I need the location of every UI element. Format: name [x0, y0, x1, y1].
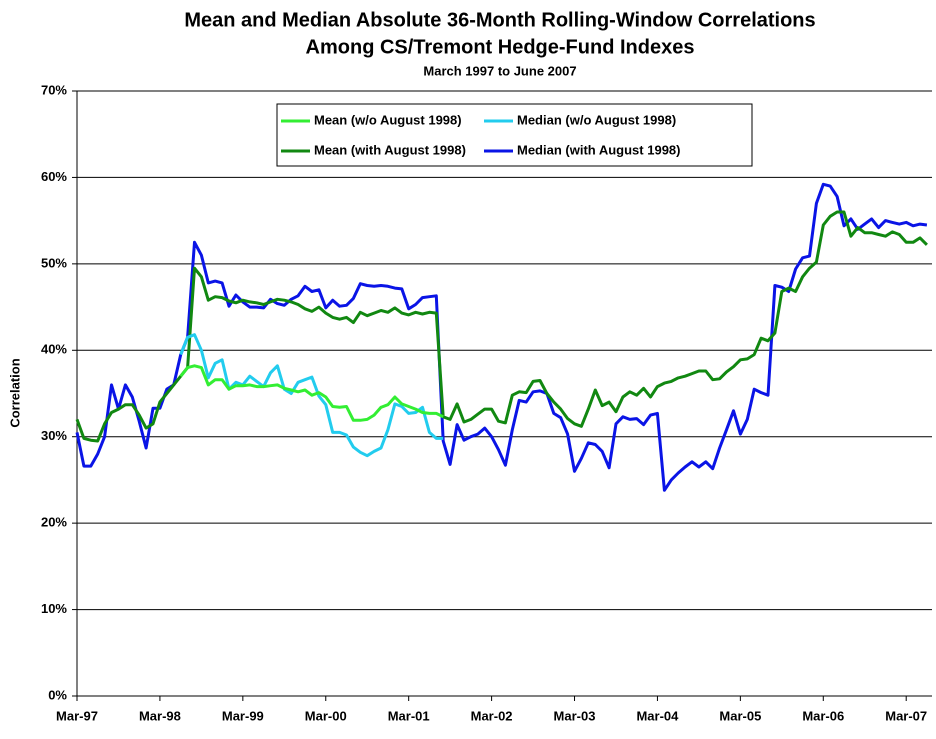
legend-label: Median (w/o August 1998): [517, 112, 676, 127]
x-tick-label: Mar-98: [139, 708, 181, 723]
x-tick-label: Mar-99: [222, 708, 264, 723]
y-tick-label: 70%: [41, 82, 67, 97]
x-tick-label: Mar-02: [471, 708, 513, 723]
x-tick-label: Mar-01: [388, 708, 430, 723]
y-tick-label: 50%: [41, 255, 67, 270]
x-tick-label: Mar-97: [56, 708, 98, 723]
x-tick-label: Mar-07: [885, 708, 927, 723]
y-axis-label: Correlation: [7, 358, 22, 427]
chart-title: Among CS/Tremont Hedge-Fund Indexes: [306, 36, 695, 58]
chart-title: Mean and Median Absolute 36-Month Rollin…: [184, 9, 815, 31]
series-line: [75, 182, 928, 492]
legend-box: [276, 103, 753, 167]
legend-label: Median (with August 1998): [517, 142, 680, 157]
y-tick-label: 30%: [41, 428, 67, 443]
x-tick-label: Mar-03: [554, 708, 596, 723]
legend-label: Mean (w/o August 1998): [314, 112, 462, 127]
y-tick-label: 40%: [41, 342, 67, 357]
x-tick-label: Mar-05: [719, 708, 761, 723]
x-tick-label: Mar-04: [636, 708, 679, 723]
series-line: [75, 210, 928, 443]
x-tick-label: Mar-00: [305, 708, 347, 723]
y-tick-label: 0%: [48, 687, 67, 702]
y-tick-label: 60%: [41, 169, 67, 184]
series-line: [179, 364, 444, 422]
chart-subtitle: March 1997 to June 2007: [423, 63, 576, 78]
y-tick-label: 20%: [41, 515, 67, 530]
y-tick-label: 10%: [41, 601, 67, 616]
legend-label: Mean (with August 1998): [314, 142, 466, 157]
series-line: [179, 333, 444, 458]
x-tick-label: Mar-06: [802, 708, 844, 723]
